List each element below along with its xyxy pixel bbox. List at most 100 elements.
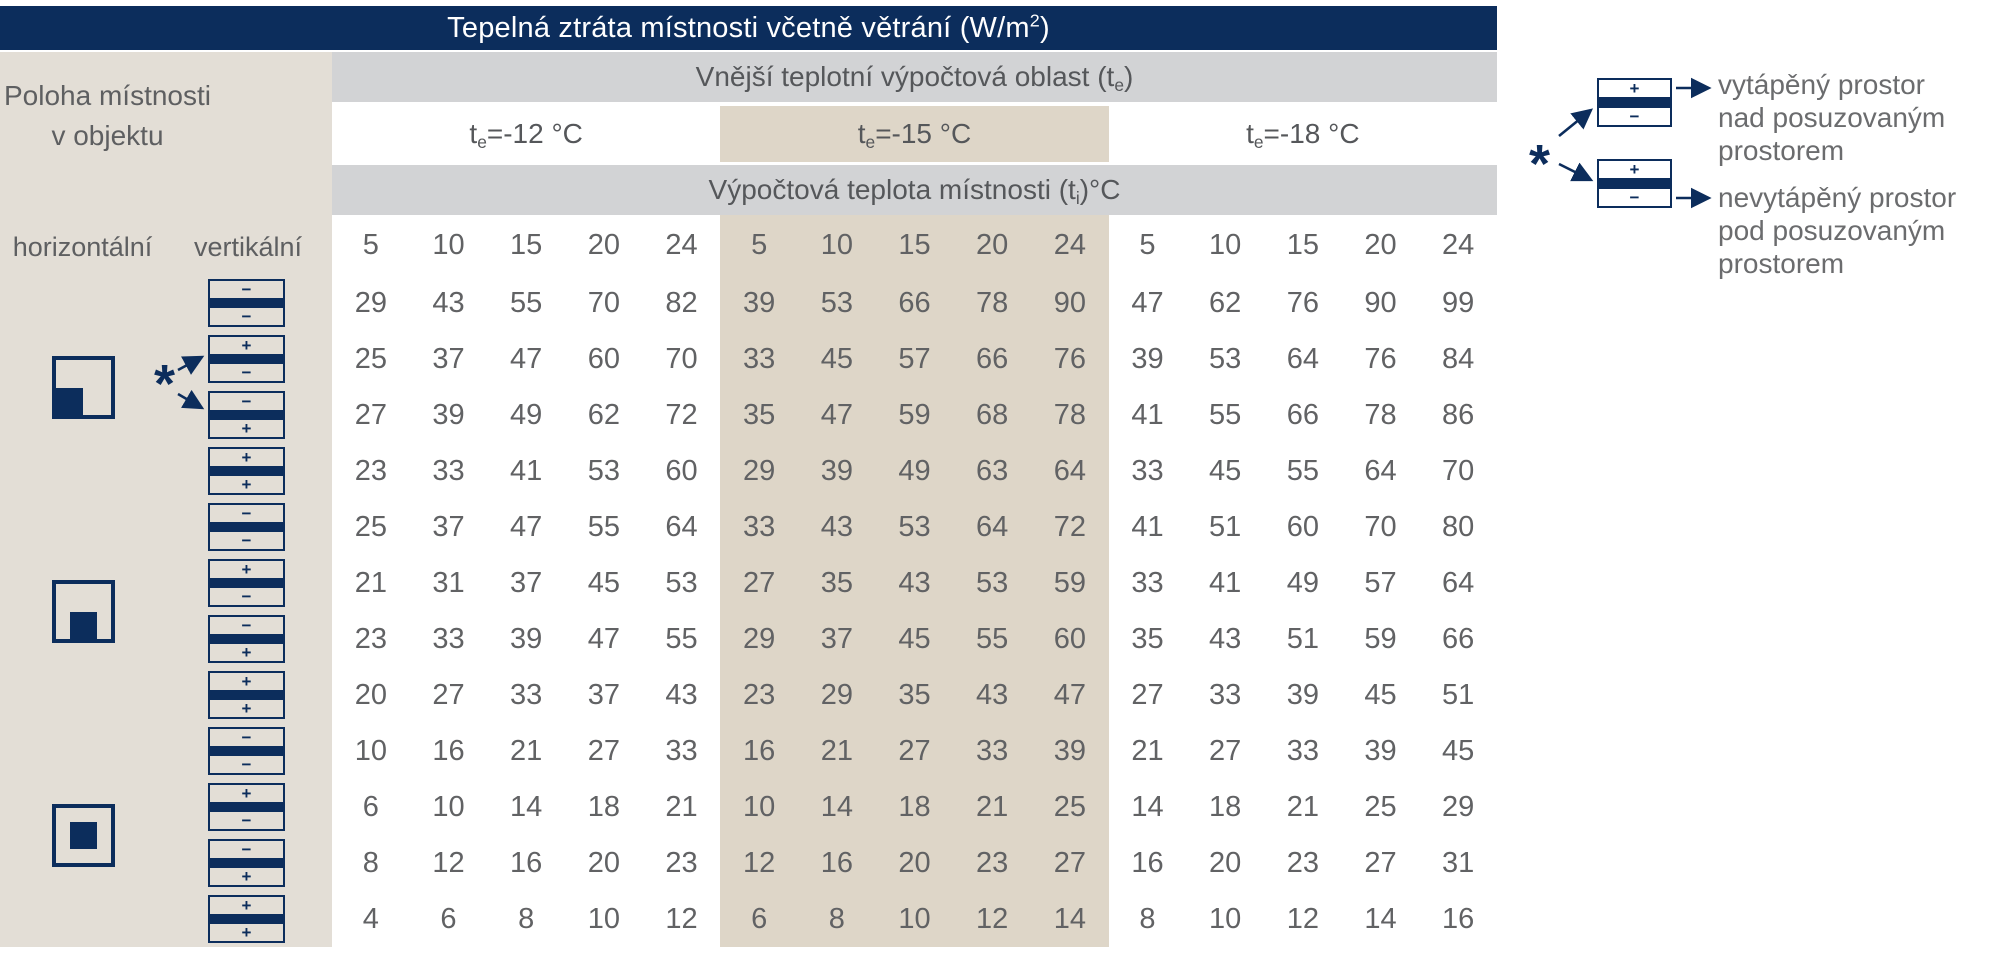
value-cell: 43 <box>898 566 931 599</box>
value-cell: 78 <box>1053 398 1086 431</box>
vertical-column-label: vertikální <box>193 232 303 262</box>
value-cell: 68 <box>976 398 1009 431</box>
value-cell: 27 <box>432 678 465 711</box>
room-temp-header-cell: 20 <box>1364 228 1397 261</box>
value-cell: 72 <box>665 398 698 431</box>
value-cell: 64 <box>665 510 698 543</box>
value-cell: 10 <box>587 902 620 935</box>
vertical-position-icon: − − <box>208 279 285 327</box>
value-cell: 23 <box>665 846 698 879</box>
vertical-position-icon: + + <box>208 447 285 495</box>
value-cell: 37 <box>432 342 465 375</box>
value-cell: 66 <box>898 286 931 319</box>
value-cell: 14 <box>820 790 853 823</box>
legend-icon-slab <box>1599 97 1670 108</box>
room-temp-header-cell: 15 <box>510 228 543 261</box>
value-cell: 25 <box>354 510 387 543</box>
value-cell: 76 <box>1286 286 1319 319</box>
vertical-position-icon: − − <box>208 727 285 775</box>
value-cell: 51 <box>1442 678 1475 711</box>
value-cell: 18 <box>587 790 620 823</box>
value-cell: 64 <box>1364 454 1397 487</box>
value-cell: 60 <box>587 342 620 375</box>
room-temp-header-cell: 10 <box>1209 228 1242 261</box>
value-cell: 33 <box>432 454 465 487</box>
te-header-row: te=-12 °C te=-15 °C te=-18 °C <box>332 106 1497 162</box>
room-temp-header-cell: 24 <box>665 228 698 261</box>
panel-heading-line1: Poloha místnosti <box>4 80 211 111</box>
value-cell: 27 <box>1209 734 1242 767</box>
value-cell: 6 <box>440 902 457 935</box>
value-cell: 55 <box>1286 454 1319 487</box>
value-cell: 16 <box>1131 846 1164 879</box>
value-cell: 53 <box>1209 342 1242 375</box>
value-cell: 59 <box>1364 622 1397 655</box>
value-cell: 41 <box>1131 510 1164 543</box>
value-cell: 63 <box>976 454 1009 487</box>
value-cell: 90 <box>1364 286 1397 319</box>
panel-asterisk-note: * <box>154 354 205 414</box>
value-cell: 27 <box>1364 846 1397 879</box>
value-cell: 70 <box>587 286 620 319</box>
value-cell: 6 <box>751 902 768 935</box>
value-cell: 20 <box>898 846 931 879</box>
value-cell: 43 <box>665 678 698 711</box>
room-temp-band: Výpočtová teplota místnosti (ti)°C <box>332 165 1497 215</box>
bottom-sign: + <box>210 700 283 717</box>
value-cell: 64 <box>1286 342 1319 375</box>
value-cell: 23 <box>1286 846 1319 879</box>
value-cell: 47 <box>820 398 853 431</box>
value-cell: 16 <box>820 846 853 879</box>
value-cell: 25 <box>1053 790 1086 823</box>
room-temp-header-cell: 10 <box>432 228 465 261</box>
room-temp-header-cell: 24 <box>1442 228 1475 261</box>
value-cell: 39 <box>1053 734 1086 767</box>
value-cell: 66 <box>1286 398 1319 431</box>
legend-icon-top-sign: + <box>1599 80 1670 97</box>
value-cell: 51 <box>1286 622 1319 655</box>
value-cell: 21 <box>1286 790 1319 823</box>
room-plan-icon-interior <box>52 804 115 867</box>
bottom-sign: + <box>210 868 283 885</box>
value-cell: 53 <box>820 286 853 319</box>
room-temp-header-cell: 5 <box>1139 228 1156 261</box>
room-plan-icon-bottom-left-corner <box>52 356 115 419</box>
bottom-sign: − <box>210 812 283 829</box>
slab <box>210 410 283 420</box>
value-cell: 27 <box>354 398 387 431</box>
value-cell: 12 <box>743 846 776 879</box>
value-cell: 53 <box>587 454 620 487</box>
value-cell: 60 <box>665 454 698 487</box>
room-fill <box>70 612 97 639</box>
value-cell: 39 <box>510 622 543 655</box>
value-cell: 70 <box>1364 510 1397 543</box>
te-header-minus15: te=-15 °C <box>720 106 1109 162</box>
panel-heading-line2: v objektu <box>51 120 164 151</box>
value-cell: 14 <box>1131 790 1164 823</box>
value-cell: 55 <box>587 510 620 543</box>
vertical-position-icon: + − <box>208 335 285 383</box>
outer-area-label: Vnější teplotní výpočtová oblast (te) <box>695 61 1134 95</box>
bottom-sign: + <box>210 924 283 941</box>
room-temp-label: Výpočtová teplota místnosti (ti)°C <box>708 174 1121 208</box>
value-cell: 62 <box>587 398 620 431</box>
top-sign: + <box>210 561 283 578</box>
asterisk-arrow-down <box>177 389 205 410</box>
data-grid: 5 10 15 20 24 5 10 15 20 24 5 10 15 20 24 29 43 55 70 82 39 5… <box>332 215 1497 947</box>
bottom-sign: − <box>210 364 283 381</box>
top-sign: − <box>210 281 283 298</box>
legend-asterisk-note: * <box>1529 77 1712 209</box>
value-cell: 12 <box>665 902 698 935</box>
value-cell: 49 <box>898 454 931 487</box>
value-cell: 29 <box>743 622 776 655</box>
value-cell: 33 <box>432 622 465 655</box>
room-temp-header-cell: 15 <box>1286 228 1319 261</box>
table-title-bar: Tepelná ztráta místnosti včetně větrání … <box>0 6 1497 50</box>
bottom-sign: − <box>210 756 283 773</box>
value-cell: 10 <box>354 734 387 767</box>
value-cell: 23 <box>976 846 1009 879</box>
legend-text-heated: vytápěný prostor nad posuzovaným prostor… <box>1718 69 1946 166</box>
vertical-position-icon: − − <box>208 503 285 551</box>
value-cell: 45 <box>587 566 620 599</box>
legend-asterisk-glyph: * <box>1529 134 1550 194</box>
